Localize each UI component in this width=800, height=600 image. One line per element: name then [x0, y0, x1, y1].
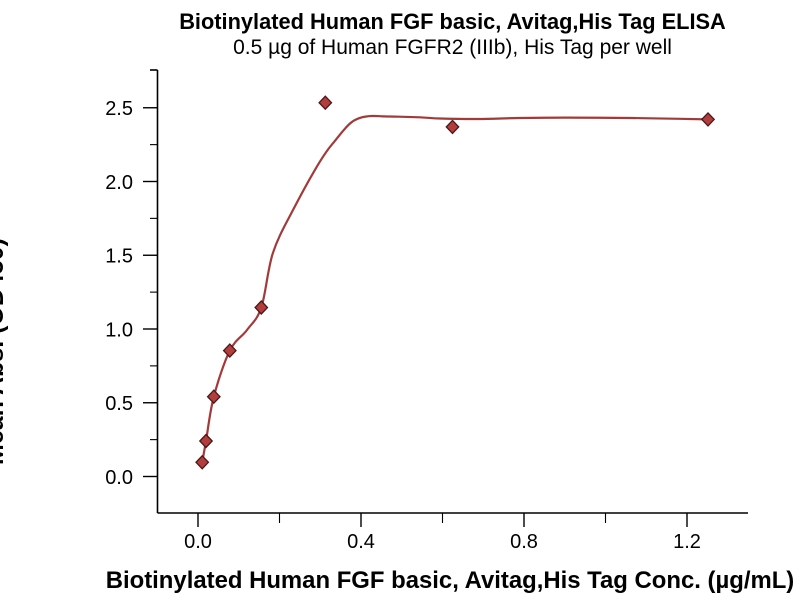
svg-text:0.5: 0.5 — [105, 393, 133, 415]
svg-text:0.8: 0.8 — [510, 531, 538, 553]
svg-text:1.0: 1.0 — [105, 319, 133, 341]
svg-text:1.2: 1.2 — [673, 531, 701, 553]
svg-text:2.0: 2.0 — [105, 172, 133, 194]
svg-text:1.5: 1.5 — [105, 246, 133, 268]
svg-text:0.0: 0.0 — [184, 531, 212, 553]
svg-text:0.0: 0.0 — [105, 467, 133, 489]
svg-text:2.5: 2.5 — [105, 98, 133, 120]
svg-text:0.4: 0.4 — [347, 531, 375, 553]
